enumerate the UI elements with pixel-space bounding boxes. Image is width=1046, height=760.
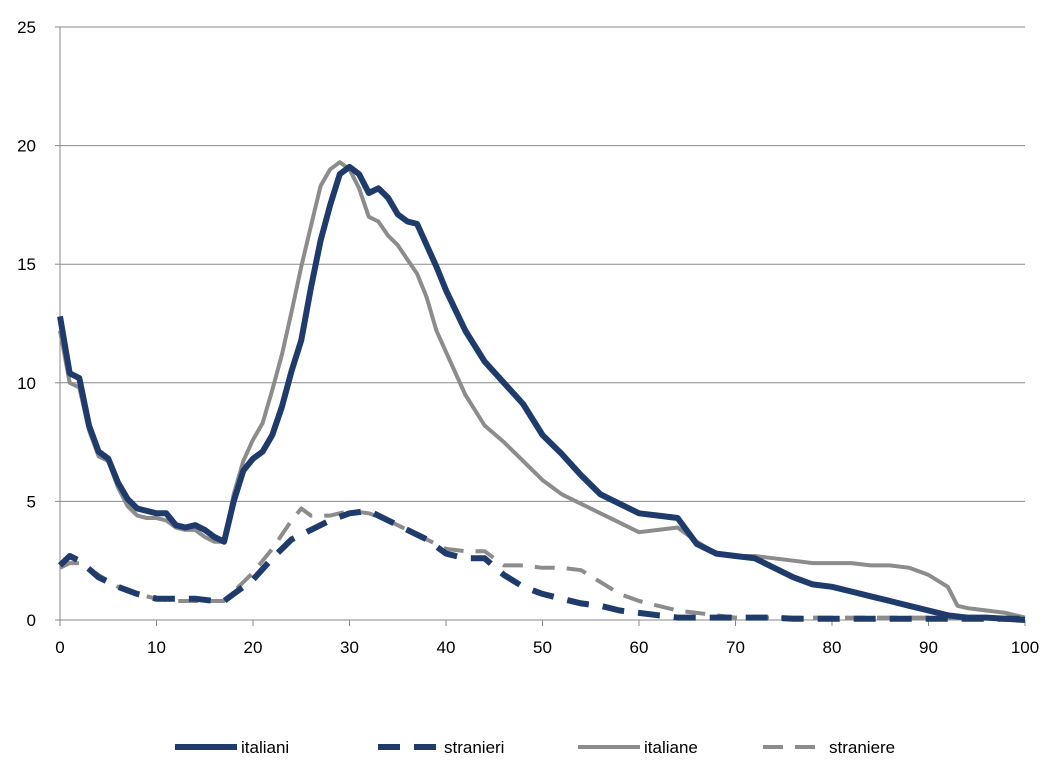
x-tick-label-2: 20 — [244, 638, 263, 657]
series-line-italiane — [58, 160, 1026, 620]
y-axis-tick-labels: 0 5 10 15 20 25 — [17, 18, 36, 630]
legend-label-italiane: italiane — [644, 738, 698, 757]
x-tick-label-8: 80 — [823, 638, 842, 657]
y-tick-label-5: 25 — [17, 18, 36, 37]
legend-label-italiani: italiani — [241, 738, 289, 757]
x-tick-label-1: 10 — [147, 638, 166, 657]
legend-label-straniere: straniere — [829, 738, 895, 757]
x-axis-tick-labels: 0 10 20 30 40 50 60 70 80 90 100 — [55, 638, 1039, 657]
legend-label-stranieri: stranieri — [444, 738, 504, 757]
x-tick-label-3: 30 — [340, 638, 359, 657]
y-tick-label-4: 20 — [17, 137, 36, 156]
x-tick-label-6: 60 — [630, 638, 649, 657]
y-tick-label-2: 10 — [17, 374, 36, 393]
y-tick-label-0: 0 — [27, 611, 36, 630]
x-tick-label-7: 70 — [726, 638, 745, 657]
x-tick-label-10: 100 — [1011, 638, 1039, 657]
legend: italiani stranieri italiane straniere — [175, 738, 895, 757]
x-tick-label-0: 0 — [55, 638, 64, 657]
y-tick-label-3: 15 — [17, 255, 36, 274]
y-tick-label-1: 5 — [27, 492, 36, 511]
series-line-stranieri — [57, 507, 1025, 622]
gridlines — [60, 26, 1025, 502]
series-line-italiani — [57, 163, 1026, 623]
x-tick-label-4: 40 — [437, 638, 456, 657]
series-lines — [57, 160, 1026, 623]
x-tick-label-9: 90 — [919, 638, 938, 657]
x-tick-label-5: 50 — [533, 638, 552, 657]
